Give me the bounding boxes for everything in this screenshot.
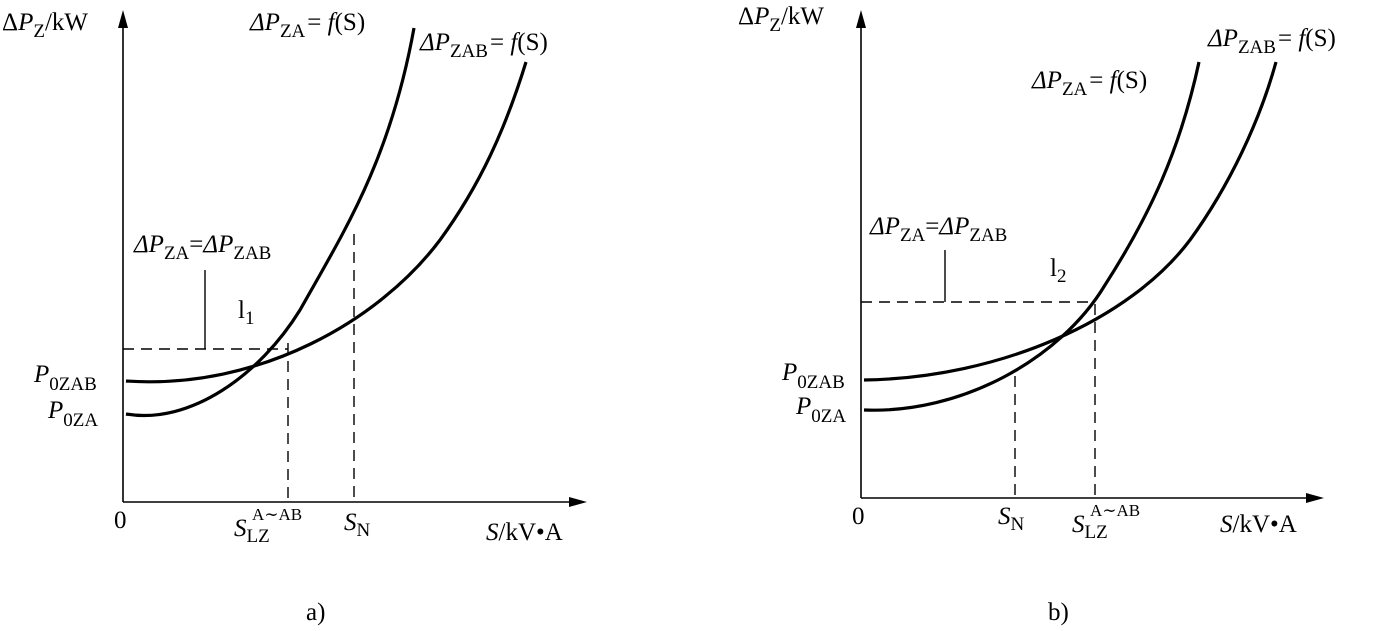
curve-za-label-b: ΔPZA= f(S) [1031,67,1147,100]
equality-label-a: ΔPZA=ΔPZAB [133,231,271,264]
curve-zab-a [125,61,528,384]
origin-label-b: 0 [852,503,865,530]
sn-label-a: SN [344,509,371,541]
p0za-label-a: P0ZA [47,397,98,431]
intersection-label-b: l2 [1050,255,1066,287]
panel-a: ΔPZ/kW ΔPZA= f(S) ΔPZAB= f(S) ΔPZA=ΔPZAB… [2,9,587,626]
sn-label-b: SN [998,503,1025,535]
x-axis-arrow-b [1306,493,1324,503]
origin-label-a: 0 [114,507,127,534]
slz-label-a: SLZ [234,515,270,547]
curve-za-a [125,27,416,417]
y-axis-arrow-a [118,10,128,28]
y-axis-arrow-b [856,10,866,28]
curve-za-b [863,61,1201,412]
y-axis-label-a: ΔPZ/kW [2,9,88,42]
x-axis-label-a: S/kV•A [486,519,563,546]
curve-zab-b [863,61,1278,382]
equality-label-b: ΔPZA=ΔPZAB [869,213,1007,246]
p0zab-label-b: P0ZAB [781,359,845,393]
panel-b: ΔPZ/kW ΔPZAB= f(S) ΔPZA= f(S) ΔPZA=ΔPZAB… [738,3,1336,626]
curve-zab-label-a: ΔPZAB= f(S) [419,29,548,62]
caption-a: a) [306,599,325,626]
intersection-label-a: l1 [238,297,254,329]
slz-label-b: SLZ [1072,511,1108,543]
slz-sup-label-b: A∼AB [1090,501,1140,520]
y-axis-label-b: ΔPZ/kW [738,3,824,36]
p0zab-label-a: P0ZAB [33,361,97,395]
x-axis-arrow-a [569,497,587,507]
x-axis-label-b: S/kV•A [1220,511,1297,538]
curve-za-label-a: ΔPZA= f(S) [249,9,365,42]
p0za-label-b: P0ZA [795,393,846,427]
slz-sup-label-a: A∼AB [252,505,302,524]
curve-zab-label-b: ΔPZAB= f(S) [1207,25,1336,58]
caption-b: b) [1048,599,1069,626]
